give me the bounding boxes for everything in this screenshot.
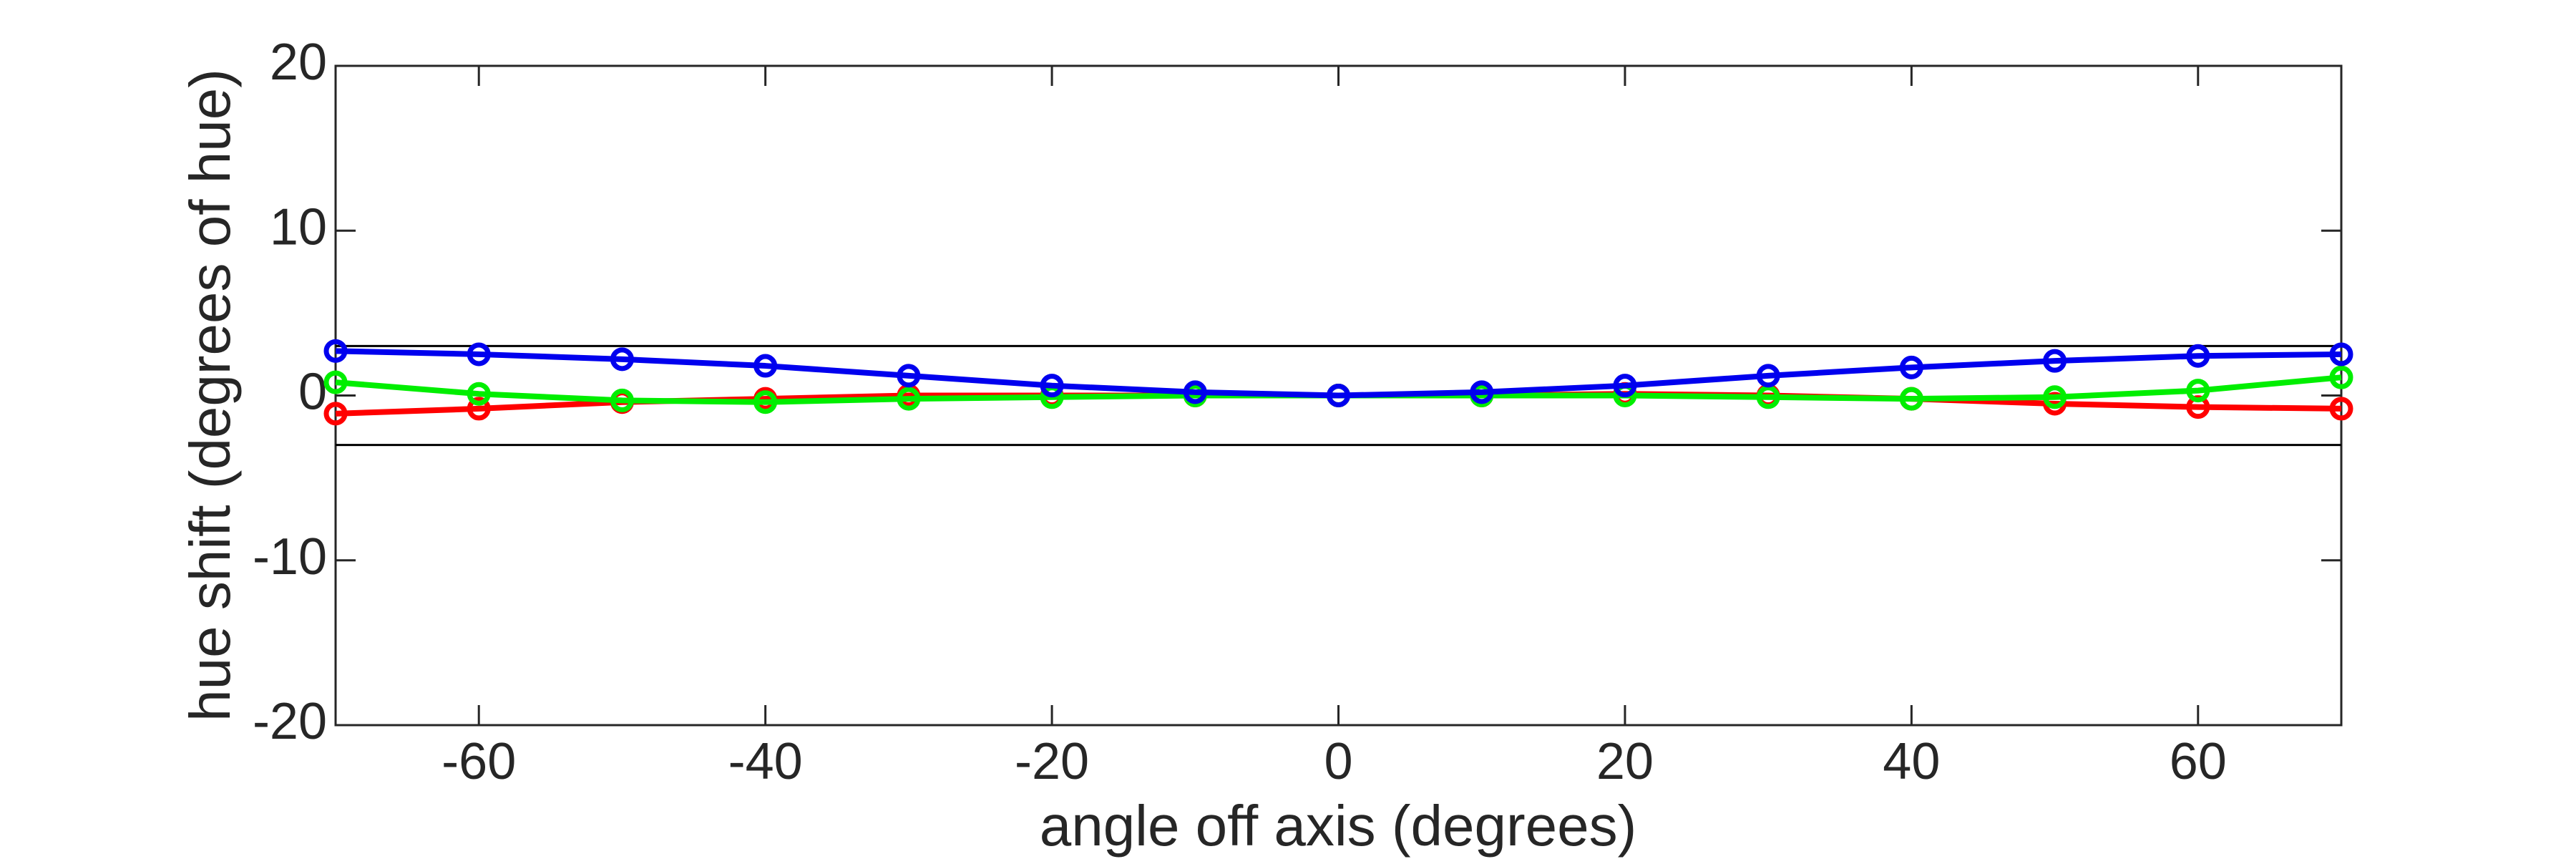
series-line [335, 374, 2342, 405]
data-point [1613, 374, 1637, 398]
data-point [610, 347, 634, 372]
data-point [323, 370, 348, 394]
x-tick-label: 40 [1883, 733, 1940, 790]
data-point [467, 382, 491, 406]
x-tick-label: -60 [441, 733, 516, 790]
x-axis-label: angle off axis (degrees) [1040, 794, 1637, 858]
y-tick-label: 20 [270, 34, 327, 91]
data-point [1756, 385, 1780, 409]
x-tick-label: 60 [2170, 733, 2227, 790]
data-point [467, 342, 491, 367]
data-point [897, 364, 921, 388]
y-tick-label: -20 [253, 693, 327, 750]
data-point [323, 339, 348, 363]
data-point [1183, 380, 1207, 404]
x-tick-label: -20 [1015, 733, 1089, 790]
data-point [1470, 380, 1494, 404]
data-point [753, 390, 778, 414]
data-point [2043, 385, 2067, 409]
data-point [2043, 349, 2067, 373]
x-tick-label: -40 [728, 733, 803, 790]
data-point [2329, 365, 2353, 389]
data-point [2329, 342, 2353, 367]
data-point [753, 354, 778, 378]
data-point [1327, 384, 1350, 407]
x-tick-label: 20 [1596, 733, 1654, 790]
data-point [1756, 364, 1780, 388]
data-point [1899, 355, 1923, 379]
y-axis-label: hue shift (degrees of hue) [178, 69, 242, 722]
data-point [2186, 379, 2210, 403]
data-point [610, 388, 634, 412]
y-tick-label: 0 [298, 364, 327, 421]
data-point [323, 402, 348, 426]
data-point [467, 397, 491, 421]
y-tick-label: 10 [270, 198, 327, 256]
y-tick-label: -10 [253, 528, 327, 586]
series-line [335, 348, 2342, 399]
data-point [897, 387, 921, 411]
data-point [1899, 387, 1923, 411]
data-point [2186, 344, 2210, 368]
data-point [1040, 374, 1064, 398]
x-tick-label: 0 [1324, 733, 1352, 790]
data-point [2329, 397, 2353, 421]
